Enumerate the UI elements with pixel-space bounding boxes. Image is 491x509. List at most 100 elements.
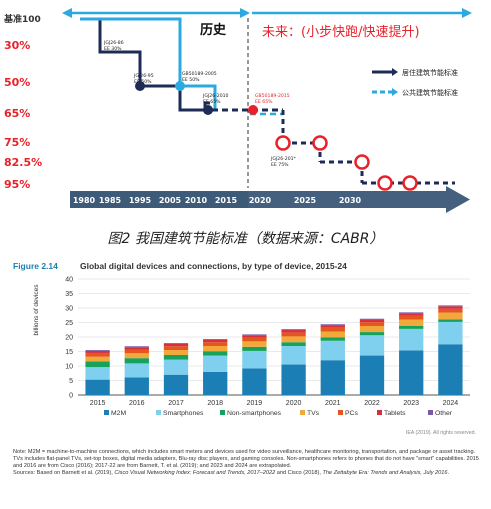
bar-segment [281,330,306,333]
bar-segment [359,332,385,336]
bar-segment [359,322,385,326]
bar-segment [203,371,228,395]
bar-segment [359,318,385,320]
legend-label: Other [435,410,453,417]
bar-segment [399,315,424,320]
bar-segment [320,340,345,361]
bar-segment [399,312,424,314]
legend-swatch [104,410,109,415]
bar-segment [320,337,345,341]
bar-segment [85,367,110,380]
bar-segment [124,349,149,354]
bar-segment [203,351,228,356]
bar-segment [320,360,345,395]
bar-segment [359,355,385,395]
bar-segment [203,355,228,372]
bar-segment [124,346,149,348]
legend-residential: 居住建筑节能标准 [402,68,458,77]
sources-text: Sources: Based on Barnett et al. (2019),… [13,470,450,477]
x-tick-label: 2024 [443,400,459,407]
standard-code: JGJ26-201* [270,156,297,162]
bar-segment [242,341,267,347]
legend-swatch [377,410,382,415]
standard-ee: EE 30% [104,46,122,52]
future-marker [312,135,328,151]
bar-segment [281,332,306,337]
digital-devices-chart: Figure 2.14 Global digital devices and c… [13,261,476,436]
year-tick: 2025 [294,196,317,205]
level-label: 30% [4,39,30,52]
bar-segment [438,308,463,313]
level-label: 82.5% [4,156,42,169]
bar-segment [438,344,463,395]
x-tick-label: 2020 [286,400,302,407]
bar-legend: M2M Smartphones Non-smartphones TVs PCs Table… [104,410,453,417]
legend-swatch [156,410,161,415]
standard-code: JGJ26-86 [103,40,124,46]
standard-code: JGJ26-95 [133,73,154,79]
bar-segment [438,321,463,345]
y-tick-label: 35 [65,291,73,298]
bar-segment [163,343,189,347]
year-tick: 2015 [215,196,238,205]
bar-segment [399,328,424,351]
bar-segment [163,346,189,351]
marker-2005 [175,81,185,91]
level-label: 50% [4,76,30,89]
standard-ee: EE 50% [182,77,200,83]
legend-swatch [220,410,225,415]
bar-segment [85,356,110,362]
y-tick-label: 25 [65,320,73,327]
bar-segment [163,354,189,360]
y-tick-label: 5 [69,378,73,385]
bar-segment [359,325,385,333]
bar-segment [242,335,267,338]
standard-ee: EE 65% [203,99,221,105]
y-tick-label: 10 [65,364,73,371]
history-label: 历史 [200,22,227,38]
bar-segment [399,350,424,395]
bar-segment [242,346,267,351]
level-label: 基准100 [3,13,41,25]
note-text: Note: M2M = machine-to-machine connectio… [13,449,479,470]
year-tick: 2030 [339,196,362,205]
bar-segment [359,335,385,356]
bar-segment [399,313,424,316]
year-tick: 1985 [99,196,122,205]
y-tick-label: 30 [65,306,73,313]
year-tick: 2020 [249,196,272,205]
x-tick-label: 2015 [90,400,106,407]
bar-segment [438,312,463,320]
legend-public: 公共建筑节能标准 [402,88,458,97]
bar-segment [438,306,463,309]
year-axis: 1980 1985 1995 2005 2010 2015 2020 2025 2030 [70,186,470,213]
bar-segment [203,339,228,340]
year-tick-labels: 1980 1985 1995 2005 2010 2015 2020 2025 2030 [73,196,362,205]
figure-number: Figure 2.14 [13,261,58,271]
standard-ee: EE 50% [134,79,152,85]
bar-segment [163,343,189,344]
legend-label: TVs [307,410,320,417]
legend-swatch [338,410,343,415]
bar-segment [124,353,149,359]
building-energy-standards-chart: 基准100 30% 50% 65% 75% 82.5% 95% 历史 未来：(小步快跑/快速… [3,8,472,213]
bar-segment [124,358,149,364]
bar-segment [281,342,306,346]
bar-segment [281,329,306,331]
bar-segment [242,337,267,342]
bar-segment [242,368,267,395]
x-tick-label: 2016 [129,400,145,407]
chart-note: Note: M2M = machine-to-machine connectio… [13,449,483,477]
standard-code: GB50189-2005 [182,71,217,77]
bar-segment [85,350,110,351]
bar-segment [359,319,385,323]
bar-segment [163,359,189,375]
bar-segment [438,305,463,307]
figure-caption: 图2 我国建筑节能标准（数据来源：CABR） [107,231,384,247]
bar-segment [320,324,345,326]
level-label: 75% [4,136,30,149]
future-marker [275,135,291,151]
bar-segment [320,327,345,332]
bar-segment [438,319,463,322]
